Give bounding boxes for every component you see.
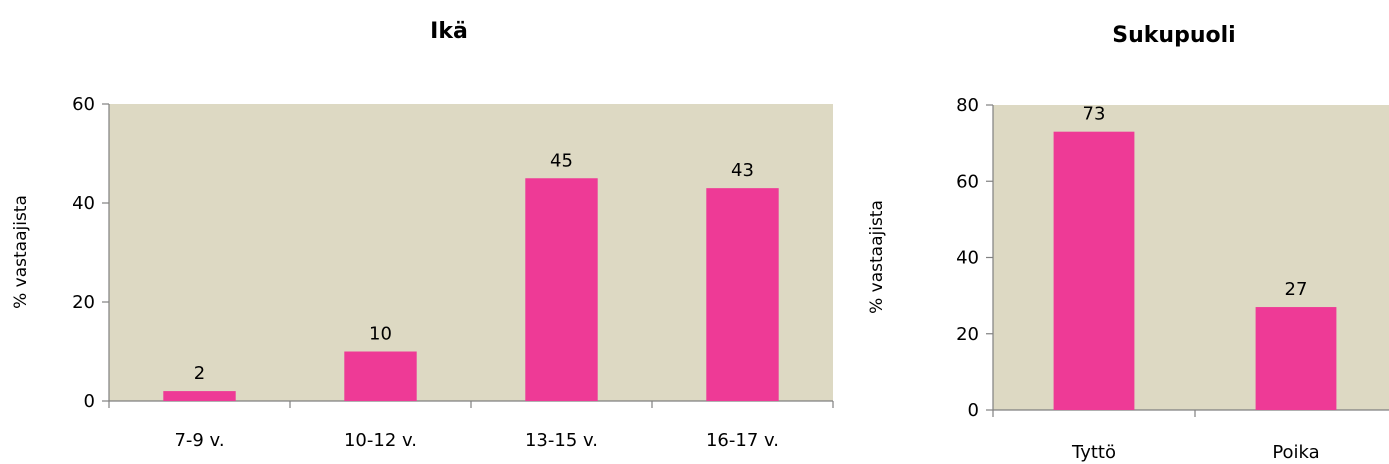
age-category-label: 13-15 v. <box>525 430 598 451</box>
age-category-label: 16-17 v. <box>706 430 779 451</box>
gender-y-tick-label: 0 <box>968 400 979 421</box>
age-category-label: 10-12 v. <box>344 430 417 451</box>
gender-data-label: 73 <box>1083 104 1106 125</box>
age-chart-title: Ikä <box>430 19 468 44</box>
gender-chart: Sukupuoli % vastaajista 0 20 40 60 80 73 Tyttö… <box>867 23 1389 463</box>
gender-y-tick-label: 80 <box>956 95 979 116</box>
gender-y-axis-label: % vastaajista <box>867 200 887 314</box>
age-category-label: 7-9 v. <box>174 430 224 451</box>
gender-bar <box>1053 131 1135 410</box>
age-bar <box>706 188 779 401</box>
gender-marks: 0 20 40 60 80 73 Tyttö 27 Poika <box>956 95 1389 463</box>
age-y-tick-label: 40 <box>72 193 95 214</box>
gender-data-label: 27 <box>1285 279 1308 300</box>
age-y-tick-label: 20 <box>72 292 95 313</box>
age-data-label: 43 <box>731 160 754 181</box>
age-y-tick-label: 60 <box>72 94 95 115</box>
gender-category-label: Tyttö <box>1071 442 1116 463</box>
age-bar <box>344 351 417 401</box>
gender-y-tick-label: 20 <box>956 324 979 345</box>
age-y-tick-label: 0 <box>84 391 95 412</box>
age-data-label: 45 <box>550 150 573 171</box>
age-bar <box>525 178 598 401</box>
age-data-label: 2 <box>194 363 205 384</box>
age-data-label: 10 <box>369 324 392 345</box>
gender-y-tick-label: 40 <box>956 248 979 269</box>
age-y-axis-label: % vastaajista <box>11 195 31 309</box>
gender-bar <box>1255 307 1337 410</box>
age-marks: 0 20 40 60 2 7-9 v. 10 10-12 v. 45 13-15 v. 43 16-1… <box>72 94 834 451</box>
age-chart: Ikä % vastaajista 0 20 40 60 2 7-9 v. 10 10-12 … <box>11 19 834 451</box>
gender-y-tick-label: 60 <box>956 171 979 192</box>
gender-chart-title: Sukupuoli <box>1112 23 1235 48</box>
age-bar <box>163 391 236 401</box>
gender-category-label: Poika <box>1272 442 1319 463</box>
